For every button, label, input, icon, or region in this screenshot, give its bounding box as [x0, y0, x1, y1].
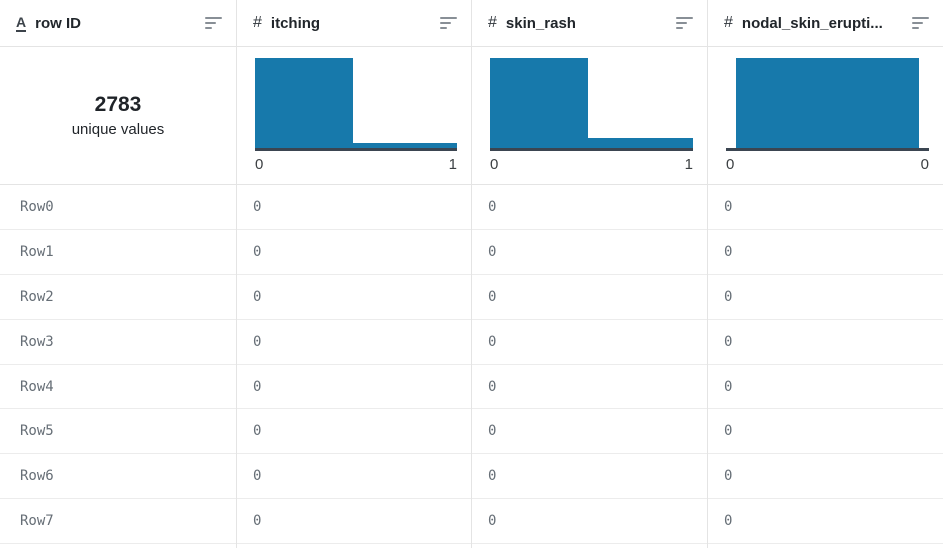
value-cell: 0 — [237, 274, 471, 320]
row-id-cell: Row0 — [0, 185, 236, 230]
unique-values-summary: 2783 unique values — [0, 47, 236, 185]
histogram-summary-itching: 0 1 — [237, 47, 471, 185]
histogram-ticks: 0 0 — [726, 156, 929, 173]
value-cell: 0 — [708, 229, 943, 275]
histogram-bar — [490, 58, 589, 148]
histogram-bar — [736, 58, 919, 148]
text-type-icon: A — [16, 13, 27, 32]
column-title: row ID — [35, 14, 81, 32]
value-cell: 0 — [237, 499, 471, 545]
column-header-skin-rash[interactable]: # skin_rash — [472, 0, 707, 47]
tick-label-right: 0 — [920, 156, 929, 173]
row-id-cell: Row7 — [0, 499, 236, 545]
column-cells: Row0 Row1 Row2 Row3 Row4 Row5 Row6 Row7 — [0, 185, 236, 545]
value-cell: 0 — [708, 499, 943, 545]
tick-label-right: 1 — [684, 156, 693, 173]
value-cell: 0 — [708, 319, 943, 365]
value-cell: 0 — [237, 364, 471, 410]
value-cell: 0 — [472, 274, 707, 320]
number-type-icon: # — [253, 14, 262, 31]
tick-label-left: 0 — [255, 156, 264, 173]
histogram-bar — [588, 138, 693, 148]
value-cell: 0 — [237, 409, 471, 455]
sort-icon[interactable] — [205, 17, 222, 29]
number-type-icon: # — [724, 14, 733, 31]
value-cell: 0 — [472, 229, 707, 275]
histogram-bar — [255, 58, 353, 148]
sort-icon[interactable] — [676, 17, 693, 29]
value-cell: 0 — [708, 409, 943, 455]
row-id-cell: Row2 — [0, 274, 236, 320]
value-cell: 0 — [237, 229, 471, 275]
tick-label-left: 0 — [490, 156, 499, 173]
value-cell: 0 — [472, 454, 707, 500]
sort-icon[interactable] — [912, 17, 929, 29]
histogram-plot — [726, 58, 929, 148]
tick-label-left: 0 — [726, 156, 735, 173]
value-cell: 0 — [472, 185, 707, 230]
histogram-summary-nodal-skin-eruptions: 0 0 — [708, 47, 943, 185]
value-cell: 0 — [237, 319, 471, 365]
histogram-ticks: 0 1 — [490, 156, 693, 173]
value-cell: 0 — [237, 454, 471, 500]
histogram-bar — [352, 143, 457, 148]
value-cell: 0 — [237, 185, 471, 230]
value-cell: 0 — [472, 319, 707, 365]
value-cell: 0 — [708, 364, 943, 410]
row-id-cell: Row4 — [0, 364, 236, 410]
histogram-plot — [490, 58, 693, 148]
histogram-plot — [255, 58, 457, 148]
row-id-cell: Row1 — [0, 229, 236, 275]
histogram-axis — [255, 148, 457, 151]
column-title: nodal_skin_erupti... — [741, 14, 883, 32]
column-header-row-id[interactable]: A row ID — [0, 0, 236, 47]
value-cell: 0 — [708, 185, 943, 230]
column-header-itching[interactable]: # itching — [237, 0, 471, 47]
row-id-cell: Row5 — [0, 409, 236, 455]
row-id-cell: Row3 — [0, 319, 236, 365]
column-header-nodal-skin-eruptions[interactable]: # nodal_skin_erupti... — [708, 0, 943, 47]
column-row-id: A row ID 2783 unique values Row0 Row1 Row2… — [0, 0, 237, 548]
column-title: itching — [270, 14, 321, 32]
histogram-ticks: 0 1 — [255, 156, 457, 173]
row-id-cell: Row6 — [0, 454, 236, 500]
tick-label-right: 1 — [448, 156, 457, 173]
value-cell: 0 — [472, 409, 707, 455]
value-cell: 0 — [708, 454, 943, 500]
value-cell: 0 — [472, 499, 707, 545]
histogram-axis — [490, 148, 693, 151]
unique-count: 2783 — [94, 93, 142, 117]
value-cell: 0 — [472, 364, 707, 410]
sort-icon[interactable] — [440, 17, 457, 29]
histogram-axis — [726, 148, 929, 151]
value-cell: 0 — [708, 274, 943, 320]
unique-caption: unique values — [71, 120, 165, 138]
number-type-icon: # — [488, 14, 497, 31]
column-title: skin_rash — [505, 14, 576, 32]
histogram-summary-skin-rash: 0 1 — [472, 47, 707, 185]
